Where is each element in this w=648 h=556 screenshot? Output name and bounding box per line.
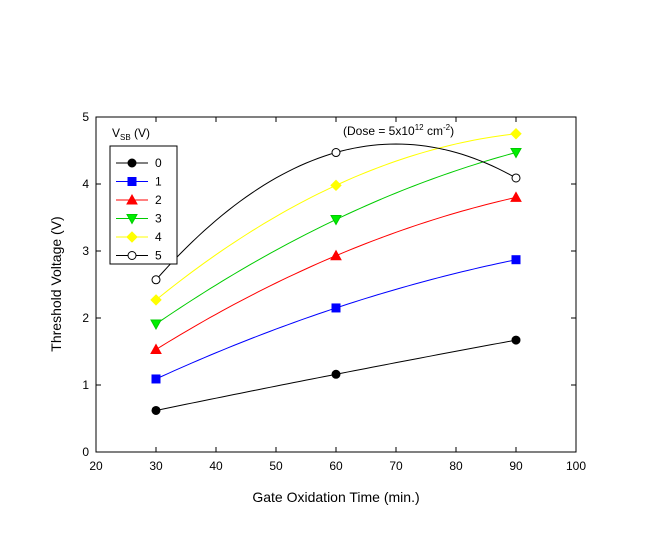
legend-item: 2 — [116, 193, 162, 207]
annotation-suffix: ) — [450, 124, 454, 138]
annotation-text: (Dose = 5x1012 cm-2) — [343, 123, 454, 138]
y-tick-label: 1 — [82, 378, 89, 392]
data-point-marker — [331, 303, 341, 313]
data-point-marker — [511, 335, 521, 345]
data-point-marker — [150, 294, 162, 306]
series-layer — [150, 128, 522, 415]
legend-title-main: V — [112, 126, 120, 140]
series-2 — [150, 191, 522, 354]
y-tick-label: 2 — [82, 311, 89, 325]
x-tick-label: 40 — [209, 459, 223, 473]
legend-label: 0 — [155, 156, 162, 170]
data-point-marker — [511, 255, 521, 265]
series-3 — [150, 148, 522, 331]
x-tick-label: 20 — [89, 459, 103, 473]
legend-item: 5 — [116, 249, 162, 263]
data-point-marker — [127, 251, 137, 260]
series-5 — [151, 143, 521, 285]
data-point-marker — [151, 275, 161, 285]
legend-title-sub: SB — [120, 133, 131, 142]
data-point-marker — [126, 231, 138, 243]
x-tick-label: 30 — [149, 459, 163, 473]
data-point-marker — [127, 158, 137, 168]
x-tick-label: 80 — [449, 459, 463, 473]
x-axis-label: Gate Oxidation Time (min.) — [252, 489, 419, 505]
legend-label: 4 — [155, 230, 162, 244]
legend-item: 3 — [116, 212, 162, 226]
series-line — [155, 259, 517, 380]
y-tick-label: 4 — [82, 177, 89, 191]
x-tick-label: 50 — [269, 459, 283, 473]
annotation-unit: cm — [424, 124, 443, 138]
x-tick-label: 100 — [566, 459, 586, 473]
data-point-marker — [126, 214, 138, 225]
data-point-marker — [330, 249, 342, 261]
data-point-marker — [331, 148, 341, 158]
data-point-marker — [330, 215, 342, 226]
x-tick-label: 90 — [509, 459, 523, 473]
x-tick-label: 60 — [329, 459, 343, 473]
series-0 — [151, 335, 521, 415]
legend-label: 2 — [155, 193, 162, 207]
data-point-marker — [510, 191, 522, 202]
legend-item: 1 — [116, 175, 162, 189]
annotation-unit-exponent: -2 — [443, 123, 451, 132]
legend-title-unit: (V) — [131, 126, 150, 140]
x-tick-label: 70 — [389, 459, 403, 473]
legend-title: VSB (V) — [112, 126, 150, 142]
data-point-marker — [151, 374, 161, 384]
legend-box — [109, 145, 178, 265]
annotation-exponent: 12 — [415, 123, 424, 132]
y-axis-label: Threshold Voltage (V) — [48, 216, 64, 351]
data-point-marker — [150, 319, 162, 331]
data-point-marker — [150, 343, 162, 354]
legend-item: 0 — [116, 156, 162, 170]
y-tick-label: 5 — [82, 110, 89, 124]
data-point-marker — [511, 173, 521, 183]
legend-item: 4 — [116, 230, 162, 244]
annotation-prefix: (Dose = 5x10 — [343, 124, 415, 138]
data-point-marker — [510, 148, 522, 159]
data-point-marker — [127, 177, 137, 186]
legend-items: 0 1 2 3 4 5 — [116, 156, 162, 263]
legend-label: 5 — [155, 249, 162, 263]
series-1 — [151, 255, 521, 384]
legend-label: 3 — [155, 212, 162, 226]
series-4 — [150, 128, 522, 306]
legend-label: 1 — [155, 175, 162, 189]
data-point-marker — [510, 128, 522, 140]
data-point-marker — [331, 369, 341, 379]
series-line — [155, 152, 517, 325]
y-tick-label: 0 — [82, 445, 89, 459]
data-point-marker — [126, 193, 138, 205]
y-tick-label: 3 — [82, 244, 89, 258]
data-point-marker — [330, 179, 342, 192]
data-point-marker — [151, 405, 161, 415]
